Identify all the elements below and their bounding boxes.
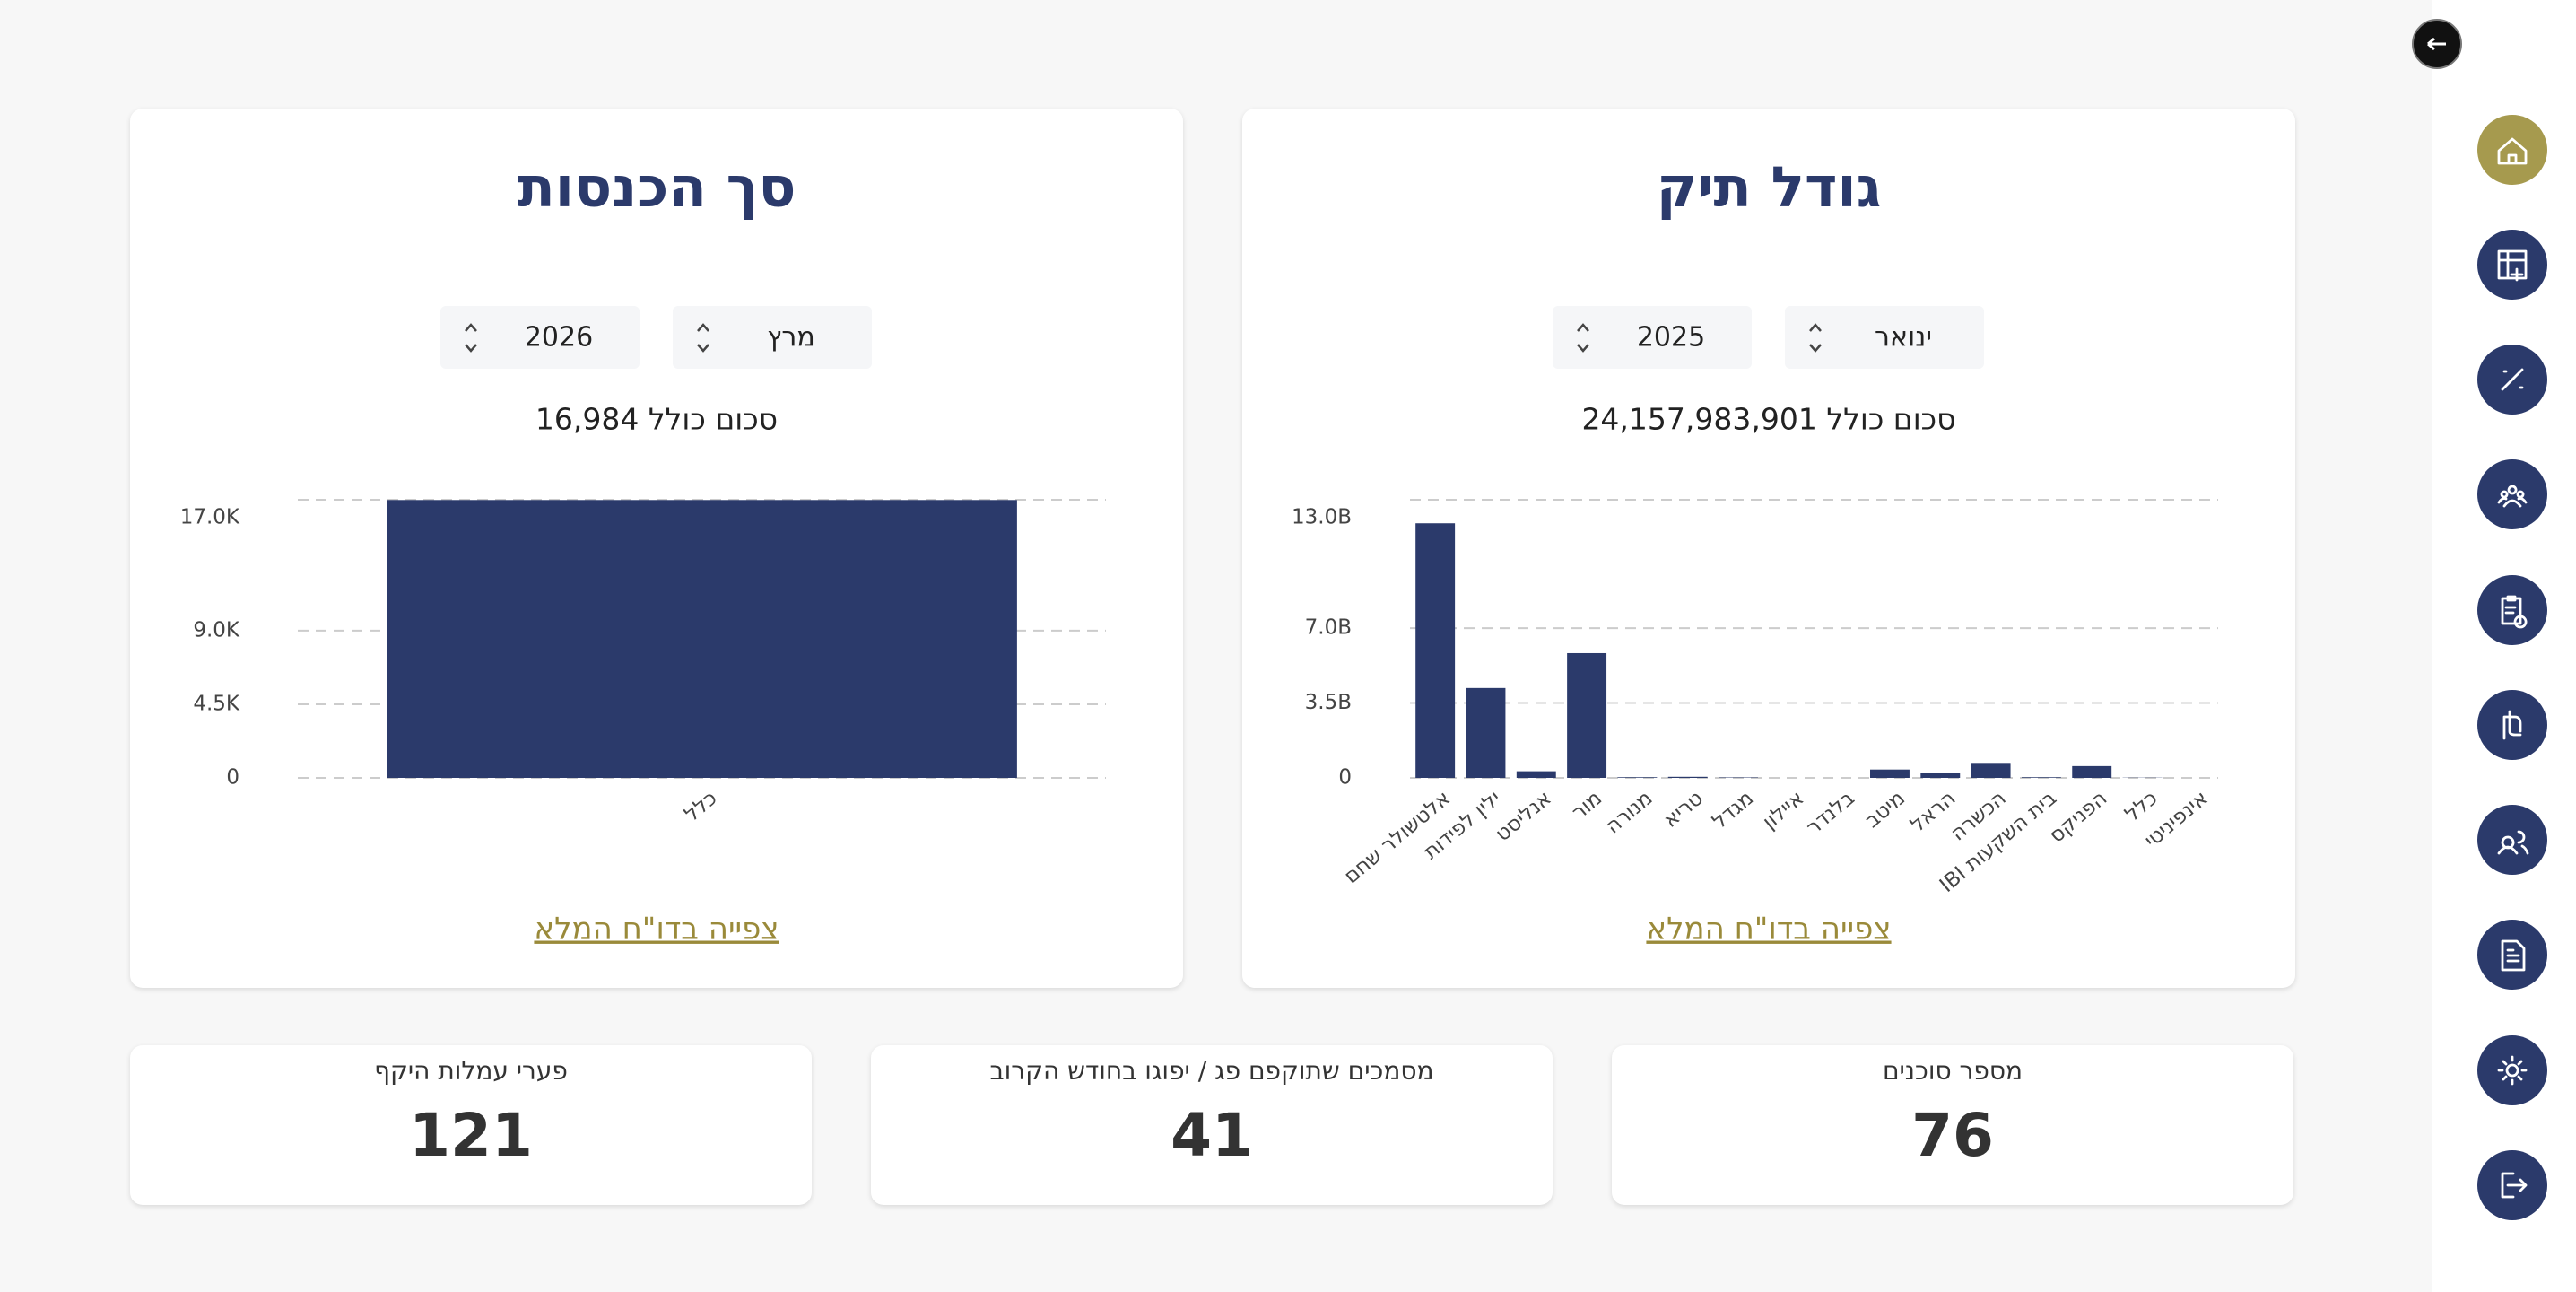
nav-icon[interactable] (2477, 1035, 2547, 1105)
x-tick-label: כלל (680, 787, 721, 827)
nav-icon[interactable] (2477, 920, 2547, 990)
select-chevron (697, 323, 709, 353)
x-tick-label: מיטב (1861, 787, 1910, 833)
chart: סך הכנסות מרץ 2026 סכום כולל 16,984 0 4.5K 9.0… (180, 154, 1106, 947)
bar (1870, 769, 1910, 778)
back-button[interactable] (2412, 19, 2462, 69)
stat-card: מסמכים שתוקפם פג / יפוגו בחודש הקרוב 41 (871, 1045, 1553, 1205)
nav-glyph (2501, 939, 2526, 972)
select-year[interactable]: 2025 (1553, 306, 1752, 369)
select-chevron (465, 323, 477, 353)
stat-value: 41 (1171, 1101, 1253, 1170)
stat-label: פערי עמלות היקף (374, 1056, 568, 1086)
stat-card: מספר סוכנים 76 (1612, 1045, 2293, 1205)
bar (1516, 771, 1556, 778)
nav-icon[interactable] (2477, 459, 2547, 529)
select-box (673, 306, 872, 369)
nav-icon[interactable] (2477, 575, 2547, 645)
select-box (440, 306, 640, 369)
select-value: 2026 (525, 322, 593, 354)
x-tick-label: מנורה (1601, 787, 1657, 839)
x-tick-label: איילון (1758, 787, 1808, 834)
select-value: 2025 (1637, 322, 1705, 354)
x-tick-label: אנליסט (1491, 787, 1555, 847)
bar (1567, 652, 1607, 778)
total-label: סכום כולל 24,157,983,901 (1581, 402, 1955, 437)
stat-label: מספר סוכנים (1882, 1056, 2023, 1086)
select-box (1785, 306, 1984, 369)
revenue-card: סך הכנסות מרץ 2026 סכום כולל 16,984 0 4.5K 9.0… (130, 109, 1183, 988)
bar (1920, 773, 1961, 778)
x-tick-label: הפניקס (2045, 787, 2111, 848)
nav-icon[interactable] (2477, 345, 2547, 415)
select-chevron (1809, 323, 1822, 353)
nav-icon[interactable] (2477, 115, 2547, 185)
nav-glyph (2497, 1055, 2528, 1086)
x-tick-label: מור (1568, 787, 1606, 825)
nav-glyph (2497, 137, 2528, 165)
y-tick-label: 9.0K (193, 618, 240, 642)
y-tick-label: 7.0B (1305, 616, 1352, 640)
y-tick-label: 3.5B (1305, 691, 1352, 714)
nav-glyph (2501, 595, 2528, 629)
bar (1667, 776, 1708, 778)
nav-glyph (2497, 249, 2528, 282)
select-month[interactable]: ינואר (1785, 306, 1984, 369)
chart-title: סך הכנסות (517, 154, 796, 220)
stat-label: מסמכים שתוקפם פג / יפוגו בחודש הקרוב (989, 1056, 1434, 1086)
stat-card: פערי עמלות היקף 121 (130, 1045, 812, 1205)
bar (1415, 523, 1456, 778)
stat-value: 121 (409, 1101, 533, 1170)
x-tick-label: בלנדר (1802, 787, 1859, 840)
bar (1971, 763, 2011, 778)
x-tick-label: מגדל (1708, 787, 1758, 834)
bar (2072, 765, 2112, 778)
y-tick-label: 0 (1338, 766, 1352, 790)
select-year[interactable]: 2026 (440, 306, 640, 369)
select-month[interactable]: מרץ (673, 306, 872, 369)
x-tick-label: טריא (1659, 787, 1708, 833)
y-tick-label: 0 (226, 766, 239, 790)
chart: גודל תיק ינואר 2025 סכום כולל 24,157,983,90… (1292, 154, 2218, 947)
select-box (1553, 306, 1752, 369)
chart-title: גודל תיק (1657, 154, 1882, 220)
select-chevron (1577, 323, 1589, 353)
portfolio-card: גודל תיק ינואר 2025 סכום כולל 24,157,983,90… (1242, 109, 2295, 988)
report-link[interactable]: צפייה בדו"ח המלא (1646, 912, 1891, 947)
bar (387, 500, 1017, 778)
nav-glyph (2501, 368, 2524, 391)
total-label: סכום כולל 16,984 (535, 402, 778, 437)
y-tick-label: 4.5K (193, 692, 240, 715)
y-tick-label: 13.0B (1292, 506, 1352, 529)
nav-glyph (2501, 1172, 2528, 1199)
nav-glyph (2497, 484, 2528, 508)
nav-glyph (2502, 710, 2522, 740)
y-tick-label: 17.0K (180, 506, 240, 529)
nav-icon[interactable] (2477, 230, 2547, 300)
stat-value: 76 (1911, 1101, 1994, 1170)
nav-icon[interactable] (2477, 1150, 2547, 1220)
select-value: ינואר (1875, 322, 1932, 354)
bar (2021, 777, 2061, 778)
nav-icon[interactable] (2477, 690, 2547, 760)
select-value: מרץ (767, 322, 815, 354)
bar (1466, 687, 1506, 778)
nav-icon[interactable] (2477, 805, 2547, 875)
bar (1617, 777, 1658, 778)
nav-glyph (2497, 830, 2529, 855)
report-link[interactable]: צפייה בדו"ח המלא (534, 912, 779, 947)
